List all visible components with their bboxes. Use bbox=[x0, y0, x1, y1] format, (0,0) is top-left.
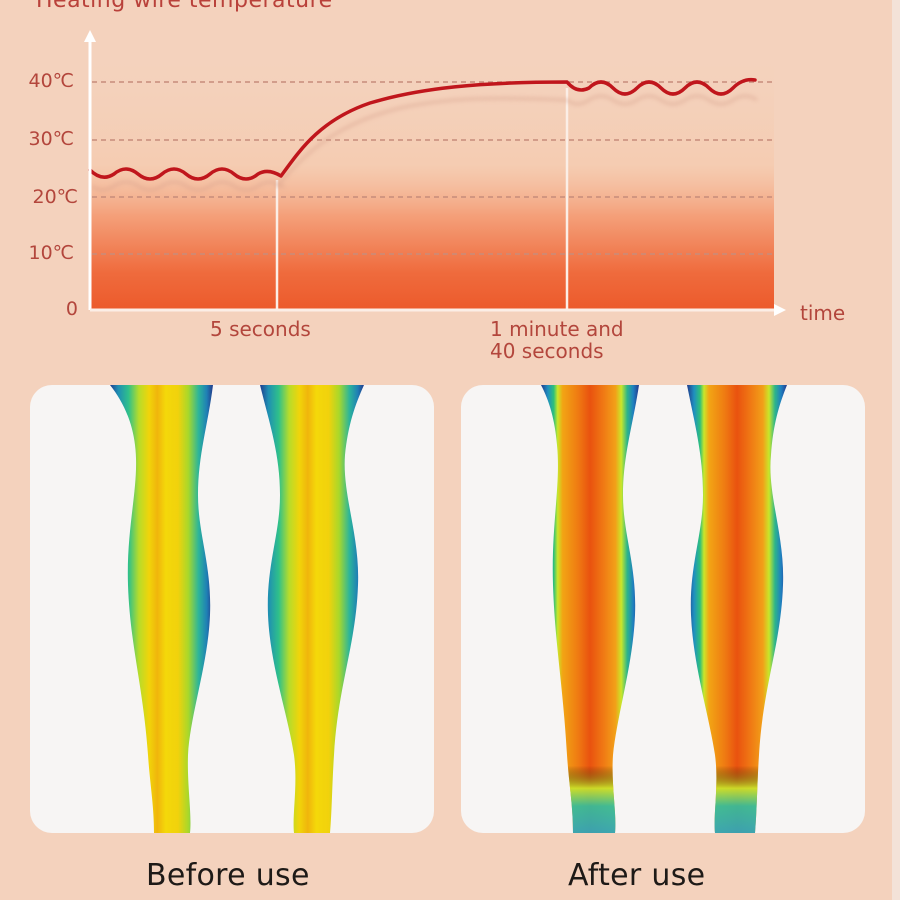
before-left-leg bbox=[110, 385, 213, 833]
x-axis-title: time bbox=[800, 301, 846, 325]
before-use-caption: Before use bbox=[146, 858, 310, 893]
x-label-5-seconds: 5 seconds bbox=[210, 317, 311, 341]
x-label-1m40s-line1: 1 minute and bbox=[490, 317, 624, 341]
chart-svg bbox=[84, 30, 786, 316]
x-axis-arrow-icon bbox=[774, 304, 786, 316]
before-right-leg bbox=[260, 385, 364, 833]
after-legs-thermal-image bbox=[541, 385, 787, 833]
after-use-caption: After use bbox=[568, 858, 706, 893]
before-use-thermal-panel bbox=[30, 385, 434, 833]
after-use-thermal-panel bbox=[461, 385, 865, 833]
y-axis-arrow-icon bbox=[84, 30, 96, 42]
before-legs-thermal-image bbox=[110, 385, 364, 833]
chart-fill bbox=[90, 60, 774, 310]
after-right-ankle-cool-zone bbox=[687, 385, 787, 833]
y-tick-0: 0 bbox=[65, 298, 78, 320]
chart-title: Heating wire temperature bbox=[36, 0, 333, 13]
temperature-line bbox=[88, 77, 757, 181]
right-edge-strip bbox=[892, 0, 900, 900]
x-label-1m40s-line2: 40 seconds bbox=[490, 339, 604, 363]
line-shadow bbox=[91, 94, 758, 192]
after-left-ankle-cool-zone bbox=[541, 385, 639, 833]
y-tick-20: 20℃ bbox=[32, 186, 78, 208]
y-tick-30: 30℃ bbox=[28, 128, 74, 150]
y-tick-10: 10℃ bbox=[28, 242, 74, 264]
temperature-chart: 40℃ 30℃ 20℃ 10℃ 0 5 seconds 1 minute and… bbox=[0, 0, 900, 380]
y-tick-40: 40℃ bbox=[28, 70, 74, 92]
